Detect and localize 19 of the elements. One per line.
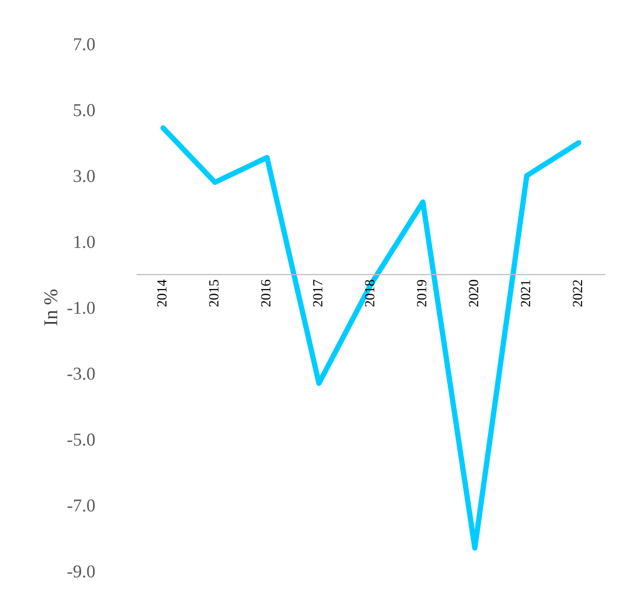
x-tick-label: 2021 [520, 280, 530, 307]
y-tick-label: 1.0 [74, 236, 95, 248]
y-tick-label: -9.0 [68, 565, 95, 578]
y-tick-label: 5.0 [74, 104, 95, 116]
y-tick-label: 3.0 [74, 170, 95, 182]
x-tick-label: 2019 [416, 280, 426, 307]
y-tick-label: -5.0 [68, 434, 95, 446]
x-tick-label: 2014 [157, 280, 167, 307]
y-axis-title: In % [44, 290, 58, 326]
y-tick-label: -1.0 [68, 302, 95, 314]
y-tick-label: -3.0 [68, 368, 95, 380]
x-tick-label: 2015 [209, 280, 219, 307]
y-tick-label: -7.0 [68, 499, 95, 512]
x-tick-label: 2016 [261, 280, 270, 307]
x-tick-label: 2022 [572, 280, 582, 307]
x-tick-label: 2018 [365, 280, 374, 307]
x-tick-label: 2017 [313, 280, 322, 307]
y-tick-label: 7.0 [74, 38, 95, 50]
x-tick-label: 2020 [468, 280, 478, 307]
